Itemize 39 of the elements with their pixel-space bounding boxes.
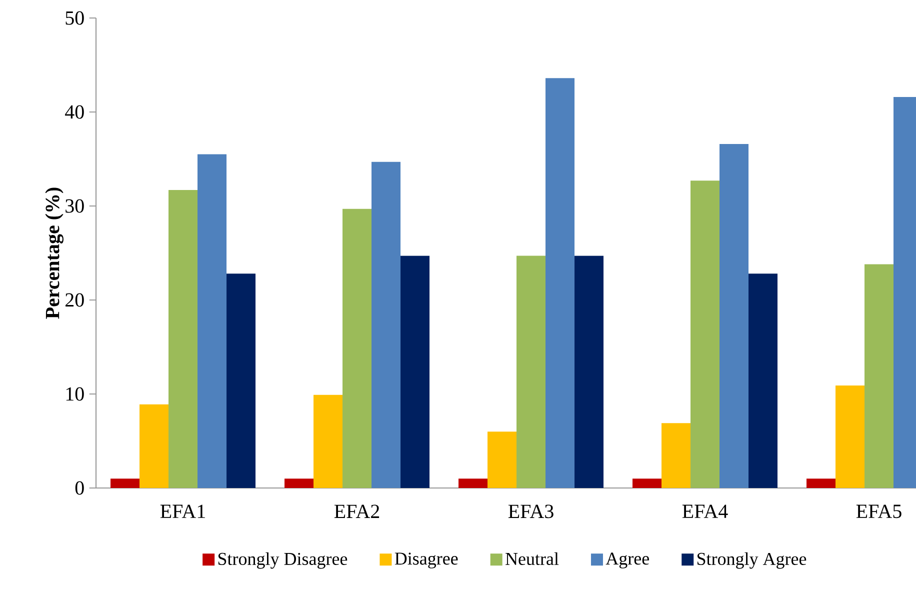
y-tick-label: 10 <box>66 387 84 401</box>
bar <box>226 274 256 488</box>
legend-label: Disagree <box>394 552 458 568</box>
bar <box>110 478 140 488</box>
bar <box>748 274 778 488</box>
bar <box>342 208 372 488</box>
legend-label: Neutral <box>506 552 559 565</box>
x-tick-label: EFA1 <box>160 504 205 518</box>
y-tick-label: 50 <box>66 11 84 25</box>
bar <box>574 256 604 488</box>
x-tick-label: EFA3 <box>508 504 554 518</box>
legend-label: Agree <box>606 552 649 568</box>
bar <box>372 162 401 488</box>
y-tick-label: 20 <box>66 293 84 307</box>
x-tick-label: EFA4 <box>682 504 728 518</box>
bar <box>632 478 662 488</box>
y-tick-label: 30 <box>66 199 84 213</box>
bar <box>140 404 169 488</box>
bar <box>284 478 314 488</box>
bar <box>314 394 343 488</box>
bar <box>836 386 864 488</box>
legend-label: Strongly Agree <box>698 552 806 569</box>
bar <box>662 423 691 488</box>
bar <box>458 478 488 488</box>
bar <box>400 256 430 488</box>
bar <box>198 154 227 488</box>
bar <box>516 256 546 488</box>
y-tick-label: 40 <box>65 105 84 119</box>
x-tick-label: EFA2 <box>334 504 380 518</box>
bar <box>168 190 198 488</box>
bar <box>720 144 748 488</box>
x-tick-label: EFA5 <box>856 504 902 518</box>
bar <box>488 432 517 488</box>
bar <box>690 180 720 488</box>
bar <box>546 78 575 488</box>
legend-label: Strongly Disagree <box>218 552 348 569</box>
y-tick-label: 0 <box>75 481 84 495</box>
y-axis-title: Percentage (%) <box>45 188 64 319</box>
bar <box>806 478 836 488</box>
